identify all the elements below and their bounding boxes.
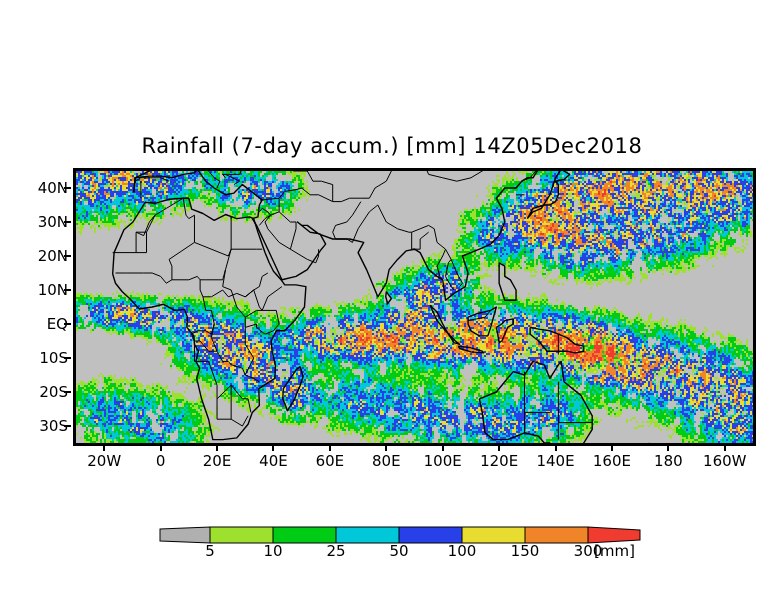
colorbar-tick-label: 5 [205, 542, 215, 560]
colorbar-unit-label: [mm] [594, 542, 635, 560]
y-axis-tick [64, 323, 71, 325]
x-axis-label: 180 [654, 452, 683, 470]
map-plot-area [73, 168, 756, 446]
rainfall-heatmap-canvas [76, 171, 753, 443]
y-axis-label: EQ [46, 315, 68, 333]
y-axis-tick [64, 391, 71, 393]
y-axis-label: 20N [37, 247, 68, 265]
y-axis-tick [64, 289, 71, 291]
y-axis-tick [64, 357, 71, 359]
y-axis-tick [64, 425, 71, 427]
colorbar-tick-label: 10 [263, 542, 283, 560]
colorbar-tick-label: 25 [326, 542, 346, 560]
x-axis-tick [554, 444, 557, 451]
x-axis-label: 140E [536, 452, 575, 470]
colorbar: [mm] 5 10 25 50 100 150 300 [0, 520, 784, 580]
x-axis-tick [498, 444, 501, 451]
x-axis-label: 100E [423, 452, 462, 470]
x-axis-tick [667, 444, 670, 451]
x-axis-label: 160E [592, 452, 631, 470]
colorbar-tick-label: 300 [573, 542, 603, 560]
y-axis-tick [64, 187, 71, 189]
x-axis-tick [216, 444, 219, 451]
y-axis-label: 20S [39, 383, 68, 401]
colorbar-tick-label: 50 [389, 542, 409, 560]
x-axis-tick [159, 444, 162, 451]
x-axis-label: 20W [87, 452, 122, 470]
y-axis-label: 30N [37, 213, 68, 231]
x-axis-label: 160W [703, 452, 747, 470]
y-axis-label: 30S [39, 417, 68, 435]
y-axis-label: 10N [37, 281, 68, 299]
x-axis-label: 20E [202, 452, 232, 470]
x-axis-label: 60E [315, 452, 345, 470]
x-axis-tick [328, 444, 331, 451]
colorbar-swatches [159, 526, 641, 544]
y-axis-label: 40N [37, 179, 68, 197]
colorbar-tick-label: 150 [510, 542, 540, 560]
x-axis-label: 40E [259, 452, 288, 470]
x-axis-tick [103, 444, 106, 451]
page-title: Rainfall (7-day accum.) [mm] 14Z05Dec201… [141, 134, 643, 158]
x-axis-tick [610, 444, 613, 451]
x-axis-tick [385, 444, 388, 451]
y-axis-tick [64, 221, 71, 223]
x-axis-tick [272, 444, 275, 451]
y-axis-tick [64, 255, 71, 257]
y-axis-label: 10S [39, 349, 68, 367]
x-axis-label: 120E [480, 452, 519, 470]
colorbar-tick-label: 100 [447, 542, 477, 560]
x-axis-tick [723, 444, 726, 451]
x-axis-label: 80E [371, 452, 401, 470]
x-axis-tick [441, 444, 444, 451]
x-axis-label: 0 [155, 452, 166, 470]
